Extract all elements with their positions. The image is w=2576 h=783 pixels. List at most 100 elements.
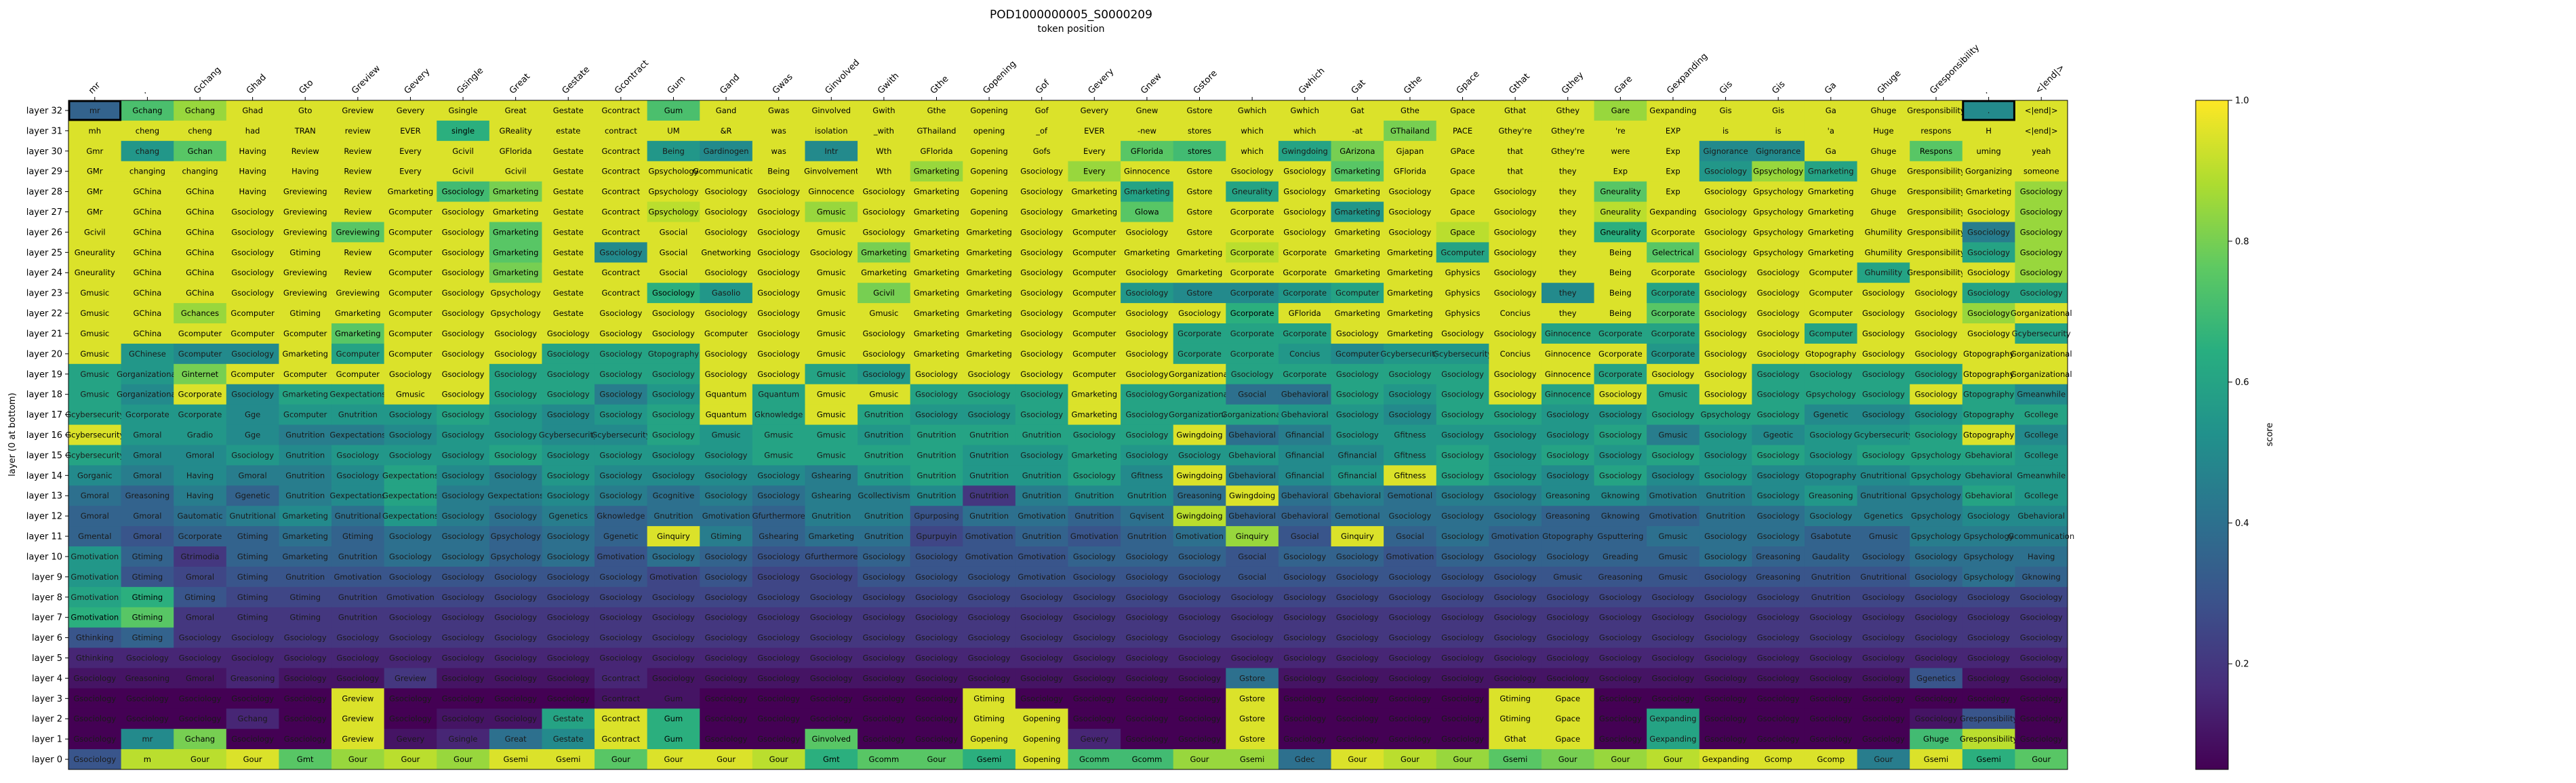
cell-label: Gsociology — [1283, 187, 1326, 197]
colorbar-tick-label: 0.2 — [2235, 660, 2249, 670]
heatmap-cell — [331, 384, 385, 405]
heatmap-cell — [1962, 323, 2015, 344]
heatmap-cell — [910, 222, 963, 243]
cell-label: Gbehavioral — [1965, 491, 2013, 500]
cell-label: Glowa — [1135, 207, 1159, 217]
cell-label: Gmarketing — [1387, 308, 1433, 318]
cell-label: Gmusic — [817, 288, 846, 298]
x-tick-label: Gwith — [876, 71, 901, 96]
heatmap-cell — [1384, 424, 1437, 445]
cell-label: Review — [344, 187, 371, 197]
heatmap-cell — [910, 343, 963, 365]
heatmap-cell — [858, 222, 911, 243]
cell-label: Gsociology — [1599, 654, 1642, 663]
cell-label: Gcomputer — [388, 268, 432, 277]
heatmap-cell — [542, 100, 595, 121]
heatmap-cell — [68, 343, 122, 365]
cell-label: Gmarketing — [914, 167, 960, 176]
cell-label: Gsociology — [1389, 734, 1432, 744]
cell-label: Gsociology — [757, 673, 800, 683]
cell-label: Gpsychology — [1911, 491, 1961, 500]
heatmap-cell — [1910, 242, 1963, 263]
y-tick-label: layer 26 — [26, 228, 62, 238]
cell-label: Gsociology — [1125, 673, 1168, 683]
cell-label: Gtiming — [973, 694, 1005, 703]
heatmap-cell — [1699, 181, 1752, 203]
heatmap-cell — [331, 100, 385, 121]
cell-label: _of — [1035, 126, 1048, 136]
cell-label: Gsociology — [652, 654, 695, 663]
cell-label: Gchan — [188, 146, 213, 156]
heatmap-cell — [1121, 384, 1174, 405]
colorbar-tick-label: 0.8 — [2235, 237, 2249, 247]
heatmap-cell — [1384, 140, 1437, 162]
heatmap-cell — [1226, 161, 1279, 182]
cell-label: Gorganic — [77, 470, 113, 480]
cell-label: Gthe — [927, 106, 946, 115]
heatmap-cell — [279, 120, 332, 142]
heatmap-cell — [174, 262, 227, 283]
cell-label: Gmusic — [1869, 531, 1898, 541]
cell-label: Gum — [664, 714, 683, 723]
cell-label: Gthey're — [1551, 146, 1584, 156]
cell-label: Gsociology — [1073, 633, 1116, 643]
heatmap-cell — [1068, 161, 1121, 182]
cell-label: Gsociology — [1125, 613, 1168, 622]
cell-label: Ggenetic — [603, 531, 639, 541]
cell-label: Gsociology — [1125, 450, 1168, 460]
cell-label: Gtiming — [710, 531, 742, 541]
cell-label: Gsociology — [1336, 329, 1379, 338]
cell-label: Review — [344, 268, 371, 277]
heatmap-cell — [121, 343, 174, 365]
cell-label: Gsociology — [442, 247, 485, 257]
cell-label: Gsociology — [968, 572, 1011, 582]
cell-label: GFlorida — [1131, 146, 1163, 156]
cell-label: Gnutrition — [1811, 572, 1851, 582]
cell-label: Gsociology — [705, 450, 748, 460]
heatmap-cell — [1699, 262, 1752, 283]
cell-label: Gsociology — [915, 613, 958, 622]
heatmap-cell — [1857, 323, 1910, 344]
heatmap-cell — [1173, 283, 1226, 304]
cell-label: Gsociology — [1599, 470, 1642, 480]
cell-label: Concius — [1500, 349, 1531, 359]
cell-label: Gsociology — [1546, 613, 1589, 622]
heatmap-cell — [1699, 424, 1752, 445]
cell-label: Greviewing — [283, 288, 327, 298]
cell-label: Gmarketing — [493, 207, 539, 217]
cell-label: Gwhich — [1291, 106, 1319, 115]
y-tick-label: layer 6 — [32, 633, 62, 643]
heatmap-cell — [1278, 181, 1332, 203]
cell-label: Ginnocence — [1124, 167, 1170, 176]
heatmap-cell — [595, 343, 648, 365]
cell-label: Gresponsibility — [1907, 187, 1965, 197]
cell-label: Ghuge — [1870, 146, 1896, 156]
heatmap-cell — [1647, 262, 1700, 283]
heatmap-cell — [1015, 323, 1068, 344]
cell-label: Gnutritional — [1860, 491, 1906, 500]
cell-label: Gshearing — [759, 531, 799, 541]
heatmap-cell — [805, 140, 858, 162]
cell-label: Gnutrition — [864, 531, 904, 541]
heatmap-cell — [437, 384, 490, 405]
heatmap-cell — [1962, 140, 2015, 162]
colorbar-gradient — [2195, 100, 2229, 770]
cell-label: Gsociology — [1809, 613, 1852, 622]
cell-label: TRAN — [294, 126, 316, 136]
cell-label: Gpace — [1450, 106, 1475, 115]
cell-label: Gmarketing — [914, 207, 960, 217]
x-tick-label: Ga — [1823, 80, 1838, 96]
cell-label: Gsociology — [810, 714, 853, 723]
heatmap-cell — [1226, 201, 1279, 222]
cell-label: Gsociology — [757, 349, 800, 359]
cell-label: Gmarketing — [493, 247, 539, 257]
cell-label: Gsociology — [862, 207, 905, 217]
cell-label: Gorganizational — [2011, 308, 2072, 318]
cell-label: Gsociology — [1073, 552, 1116, 561]
cell-label: Gsociology — [1757, 470, 1800, 480]
heatmap-cell — [1015, 201, 1068, 222]
heatmap-cell — [1068, 283, 1121, 304]
heatmap-cell — [858, 343, 911, 365]
cell-label: Gsociology — [336, 673, 379, 683]
cell-label: Gsociology — [1757, 694, 1800, 703]
